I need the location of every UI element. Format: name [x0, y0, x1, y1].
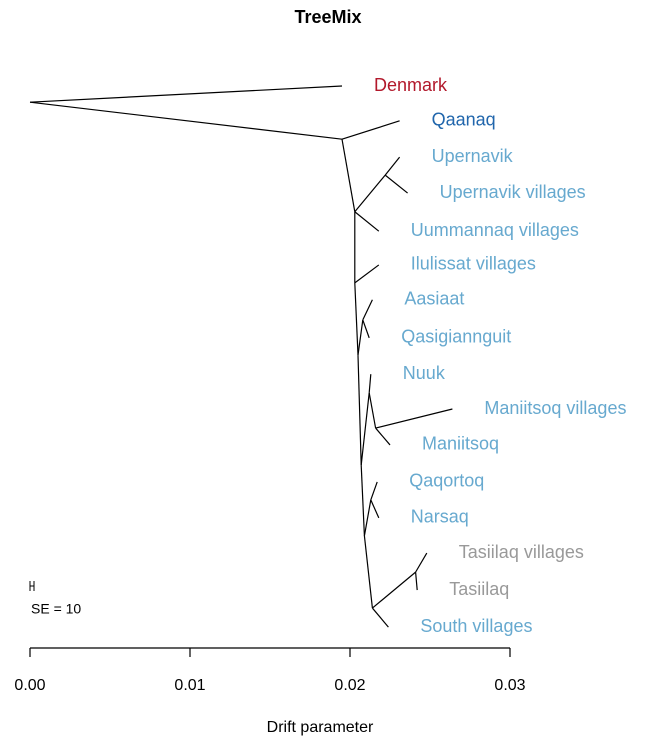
se-bar — [29, 581, 35, 591]
tree-edge — [360, 392, 370, 466]
tree-edge — [363, 499, 372, 536]
leaf-label: Maniitsoq — [422, 434, 499, 454]
tree-edge — [370, 499, 380, 519]
tree-edge — [354, 282, 359, 356]
leaf-label: Ilulissat villages — [411, 254, 536, 274]
tree-edge — [354, 264, 380, 284]
chart-title: TreeMix — [294, 7, 361, 27]
leaf-label: Tasiilaq — [449, 579, 509, 599]
tree-edge — [384, 174, 408, 194]
tree-edge — [368, 374, 372, 393]
tree-edge — [370, 481, 378, 501]
tree-edge — [357, 319, 364, 356]
tree-edge — [354, 174, 386, 213]
tree-edge — [29, 101, 343, 140]
leaf-label: Qaanaq — [432, 110, 496, 130]
leaf-label: Nuuk — [403, 363, 446, 383]
tree-edge — [29, 85, 343, 103]
x-axis-label: Drift parameter — [267, 719, 374, 736]
x-tick-label: 0.01 — [174, 677, 205, 694]
tree-edge — [362, 299, 373, 321]
tree-edge — [372, 571, 416, 609]
tree-edge — [415, 572, 418, 591]
leaf-label: Qaqortoq — [409, 471, 484, 491]
leaf-label: Aasiaat — [404, 289, 464, 309]
leaf-label: Qasigiannguit — [401, 327, 511, 347]
leaf-label: Narsaq — [411, 507, 469, 527]
tree-edge — [375, 427, 391, 446]
leaf-label: South villages — [420, 616, 532, 636]
tree-edge — [415, 552, 428, 573]
tree-edge — [371, 607, 389, 628]
leaf-label: Maniitsoq villages — [484, 398, 626, 418]
tree-edge — [368, 392, 377, 429]
x-tick-label: 0.00 — [14, 677, 45, 694]
x-tick-label: 0.02 — [334, 677, 365, 694]
x-tick-label: 0.03 — [494, 677, 525, 694]
tree-edge — [384, 156, 401, 176]
tree-edge — [362, 319, 370, 339]
leaf-label: Uummannaq villages — [411, 220, 579, 240]
tree-edge — [341, 139, 356, 212]
tree-edge — [360, 465, 365, 536]
tree-edge — [357, 355, 362, 466]
tree-edge — [354, 211, 380, 232]
tree-edge — [375, 408, 453, 429]
leaf-label: Denmark — [374, 75, 448, 95]
leaf-label: Tasiilaq villages — [459, 542, 584, 562]
leaf-label: Upernavik villages — [440, 182, 586, 202]
se-label: SE = 10 — [31, 601, 81, 617]
tree-edge — [341, 120, 400, 140]
tree-edge — [363, 535, 373, 609]
leaf-label: Upernavik — [432, 146, 514, 166]
